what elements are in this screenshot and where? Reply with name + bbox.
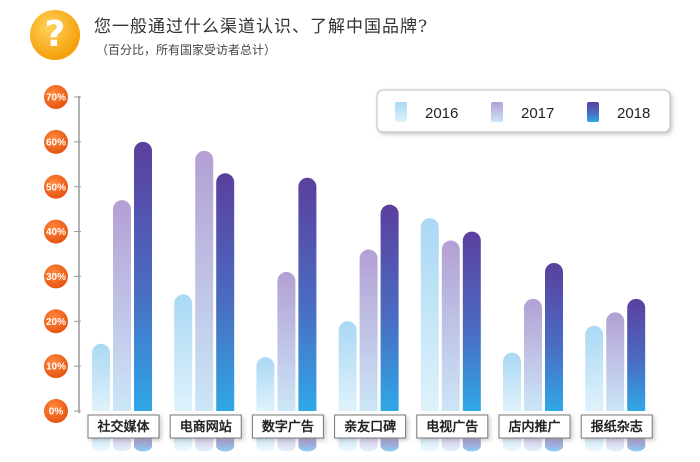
bar-2017-0 [113,200,131,411]
bar-2018-0 [134,141,152,411]
bar-2017-3 [359,249,378,411]
bar-reflection-2017-0 [113,438,131,452]
y-tick-label: 60% [46,137,66,148]
bar-2017-5 [524,298,542,411]
category-label-box [251,414,324,439]
bar-reflection-2018-6 [627,438,646,452]
bar-reflection-2017-4 [441,438,460,452]
category-label-box [580,414,653,439]
bar-reflection-2016-2 [256,438,275,452]
bar-2016-4 [420,218,439,411]
bar-reflection-2017-2 [277,438,296,452]
y-tick-badge [44,219,68,244]
y-tick-label: 70% [46,93,66,104]
category-label: 亲友口碑 [344,419,396,435]
bar-2017-2 [277,271,296,411]
legend-swatch-2017 [491,102,503,122]
bar-reflection-2018-3 [380,438,399,452]
y-tick-badge [44,399,68,423]
category-label-box [498,414,571,439]
bar-2017-6 [606,312,625,411]
bar-reflection-2016-1 [174,438,193,452]
bar-2016-5 [503,352,521,411]
bar-reflection-2016-0 [92,438,110,452]
bar-reflection-2017-6 [606,438,625,452]
bar-2018-1 [216,173,235,411]
category-label: 店内推广 [508,419,560,435]
legend-label-2018: 2018 [617,105,650,122]
bar-reflection-2017-1 [195,438,214,452]
category-label-box [169,414,242,439]
chart-title: 您一般通过什么渠道认识、了解中国品牌? [94,17,429,37]
bar-2018-4 [462,231,481,411]
bar-reflection-2016-3 [338,438,357,452]
category-label: 社交媒体 [96,419,150,435]
bar-2017-4 [441,240,460,411]
y-tick-label: 20% [46,317,66,328]
bar-reflection-2017-5 [524,438,542,452]
bar-2016-3 [338,321,357,411]
bar-reflection-2016-5 [503,438,521,452]
y-tick-label: 10% [46,362,66,373]
bar-2018-5 [545,262,563,411]
y-tick-badge [44,129,68,154]
y-tick-label: 0% [49,407,64,418]
bar-reflection-2016-6 [585,438,604,452]
y-tick-badge [44,85,68,109]
bar-reflection-2018-1 [216,438,235,452]
bar-2016-0 [92,343,110,411]
y-tick-badge [44,309,68,334]
bar-reflection-2018-5 [545,438,563,452]
legend-swatch-2018 [587,102,599,122]
legend-label-2016: 2016 [425,105,458,122]
bar-2018-6 [627,298,646,411]
bar-2018-3 [380,204,399,411]
bar-reflection-2018-2 [298,438,317,452]
y-tick-badge [44,264,68,289]
category-label: 数字广告 [262,419,314,435]
question-icon: ? [30,10,80,60]
bar-reflection-2016-4 [420,438,439,452]
legend-label-2017: 2017 [521,105,554,122]
category-label-box [334,414,407,439]
chart-subtitle: （百分比，所有国家受访者总计） [96,43,277,57]
bar-reflection-2018-4 [462,438,481,452]
category-label: 报纸杂志 [591,419,643,435]
category-label-box [416,414,489,439]
bar-2016-6 [585,325,604,411]
bar-reflection-2018-0 [134,438,152,452]
y-tick-label: 50% [46,182,66,193]
y-tick-label: 40% [46,227,66,238]
category-label: 电商网站 [180,419,232,435]
bar-2017-1 [195,150,214,412]
bar-reflection-2017-3 [359,438,378,452]
legend-swatch-2016 [395,102,407,122]
bar-2018-2 [298,177,317,411]
bar-2016-1 [174,294,193,411]
y-tick-badge [44,354,68,379]
y-tick-badge [44,174,68,199]
bar-2016-2 [256,357,275,411]
category-label-box [87,414,160,439]
category-label: 电视广告 [426,419,478,435]
y-tick-label: 30% [46,272,66,283]
